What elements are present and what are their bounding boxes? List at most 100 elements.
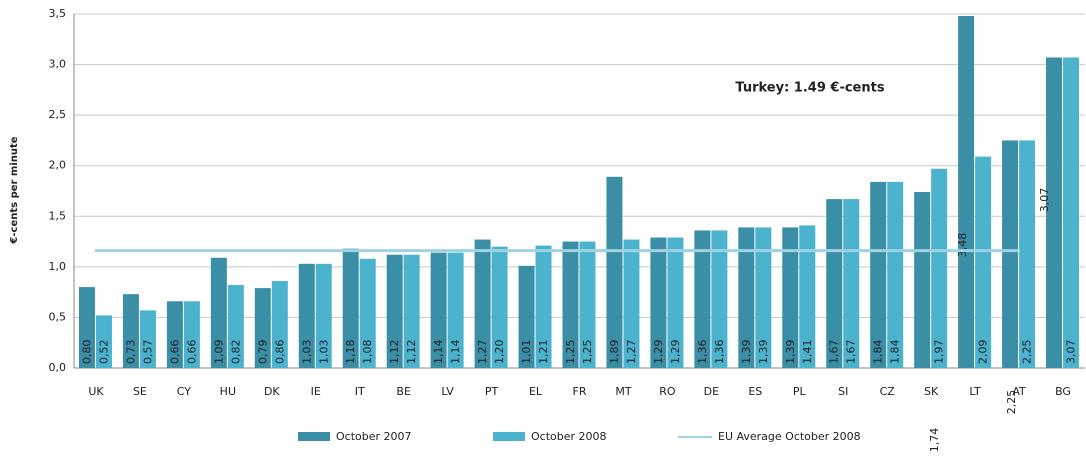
y-tick-label: 1,5: [49, 209, 67, 222]
bar: [975, 156, 992, 368]
bar: [315, 263, 332, 368]
data-label: 0,80: [80, 340, 93, 365]
x-tick-label: DK: [264, 385, 280, 398]
bar: [403, 254, 420, 368]
data-label: 1,29: [669, 340, 682, 365]
bar: [755, 227, 772, 368]
data-label: 1,67: [828, 340, 841, 365]
x-tick-label: CY: [177, 385, 191, 398]
bar: [711, 230, 728, 368]
data-label: 1,20: [493, 340, 506, 364]
data-label: 0,52: [97, 340, 110, 365]
data-label: 1,39: [784, 340, 797, 365]
x-tick-label: RO: [659, 385, 676, 398]
data-label: 0,79: [256, 340, 269, 365]
y-tick-label: 0,0: [49, 361, 67, 374]
x-tick-label: IE: [311, 385, 321, 398]
data-label: 1,67: [845, 340, 858, 365]
bar: [887, 181, 904, 368]
x-tick-label: BE: [396, 385, 411, 398]
bar: [210, 257, 227, 368]
bar: [166, 301, 183, 368]
bar: [667, 237, 684, 368]
bar: [298, 263, 315, 368]
bar: [738, 227, 755, 368]
data-label: 1,74: [928, 428, 941, 453]
data-label: 1,27: [476, 340, 489, 365]
bar: [122, 294, 139, 368]
x-tick-label: FR: [573, 385, 587, 398]
legend-label: EU Average October 2008: [718, 430, 861, 443]
x-tick-label: AT: [1012, 385, 1026, 398]
data-label: 1,09: [212, 340, 225, 365]
bar: [782, 227, 799, 368]
bar: [843, 199, 860, 368]
x-tick-label: UK: [88, 385, 104, 398]
data-label: 1,89: [608, 340, 621, 365]
bar: [535, 245, 552, 368]
y-tick-label: 3,0: [49, 58, 67, 71]
annotation: Turkey: 1.49 €-cents: [735, 81, 884, 96]
bar: [1046, 57, 1063, 369]
data-label: 1,27: [625, 340, 638, 365]
bar: [342, 248, 359, 368]
x-tick-label: DE: [704, 385, 719, 398]
data-label: 1,14: [432, 340, 445, 365]
legend-label: October 2007: [336, 430, 412, 443]
y-axis-label: €-cents per minute: [9, 136, 20, 244]
x-tick-label: EL: [529, 385, 543, 398]
y-tick-label: 0,5: [49, 310, 67, 323]
data-label: 1,39: [757, 340, 770, 365]
bar: [1002, 140, 1019, 368]
data-label: 0,86: [273, 340, 286, 365]
data-label: 0,66: [168, 340, 181, 365]
bar: [78, 287, 95, 368]
x-tick-label: CZ: [880, 385, 896, 398]
bar: [958, 16, 975, 368]
data-label: 1,03: [300, 340, 313, 365]
bar: [95, 315, 112, 368]
data-label: 1,84: [872, 340, 885, 365]
data-label: 0,66: [185, 340, 198, 365]
bar: [183, 301, 200, 368]
bar: [254, 288, 271, 368]
y-tick-label: 2,5: [49, 108, 67, 121]
x-tick-label: SI: [838, 385, 848, 398]
data-label: 3,07: [1038, 188, 1051, 213]
data-label: 2,25: [1005, 390, 1018, 415]
bar: [694, 230, 711, 368]
data-label: 1,25: [564, 340, 577, 365]
data-label: 1,41: [801, 340, 814, 365]
data-label: 1,36: [696, 340, 709, 365]
bar: [271, 281, 288, 368]
bar: [799, 225, 816, 368]
data-label: 0,82: [229, 340, 242, 365]
x-tick-label: LV: [441, 385, 454, 398]
data-label: 1,18: [344, 340, 357, 365]
bar: [491, 246, 508, 368]
bar: [227, 285, 244, 368]
bar: [386, 254, 403, 368]
data-label: 2,09: [977, 340, 990, 365]
bar: [826, 199, 843, 368]
data-label: 1,39: [740, 340, 753, 365]
bar: [870, 181, 887, 368]
data-label: 1,29: [652, 340, 665, 365]
bar: [562, 241, 579, 368]
bar: [931, 168, 948, 368]
x-tick-label: ES: [748, 385, 762, 398]
data-label: 2,25: [1021, 340, 1034, 365]
bar: [579, 241, 596, 368]
x-tick-label: HU: [220, 385, 236, 398]
legend-label: October 2008: [531, 430, 607, 443]
bar: [914, 192, 931, 368]
x-tick-label: MT: [615, 385, 631, 398]
data-label: 1,08: [361, 340, 374, 365]
data-label: 1,03: [317, 340, 330, 365]
data-label: 1,84: [889, 340, 902, 365]
data-label: 0,73: [124, 340, 137, 365]
x-tick-label: LT: [969, 385, 981, 398]
x-tick-label: IT: [355, 385, 365, 398]
data-label: 1,12: [405, 340, 418, 365]
